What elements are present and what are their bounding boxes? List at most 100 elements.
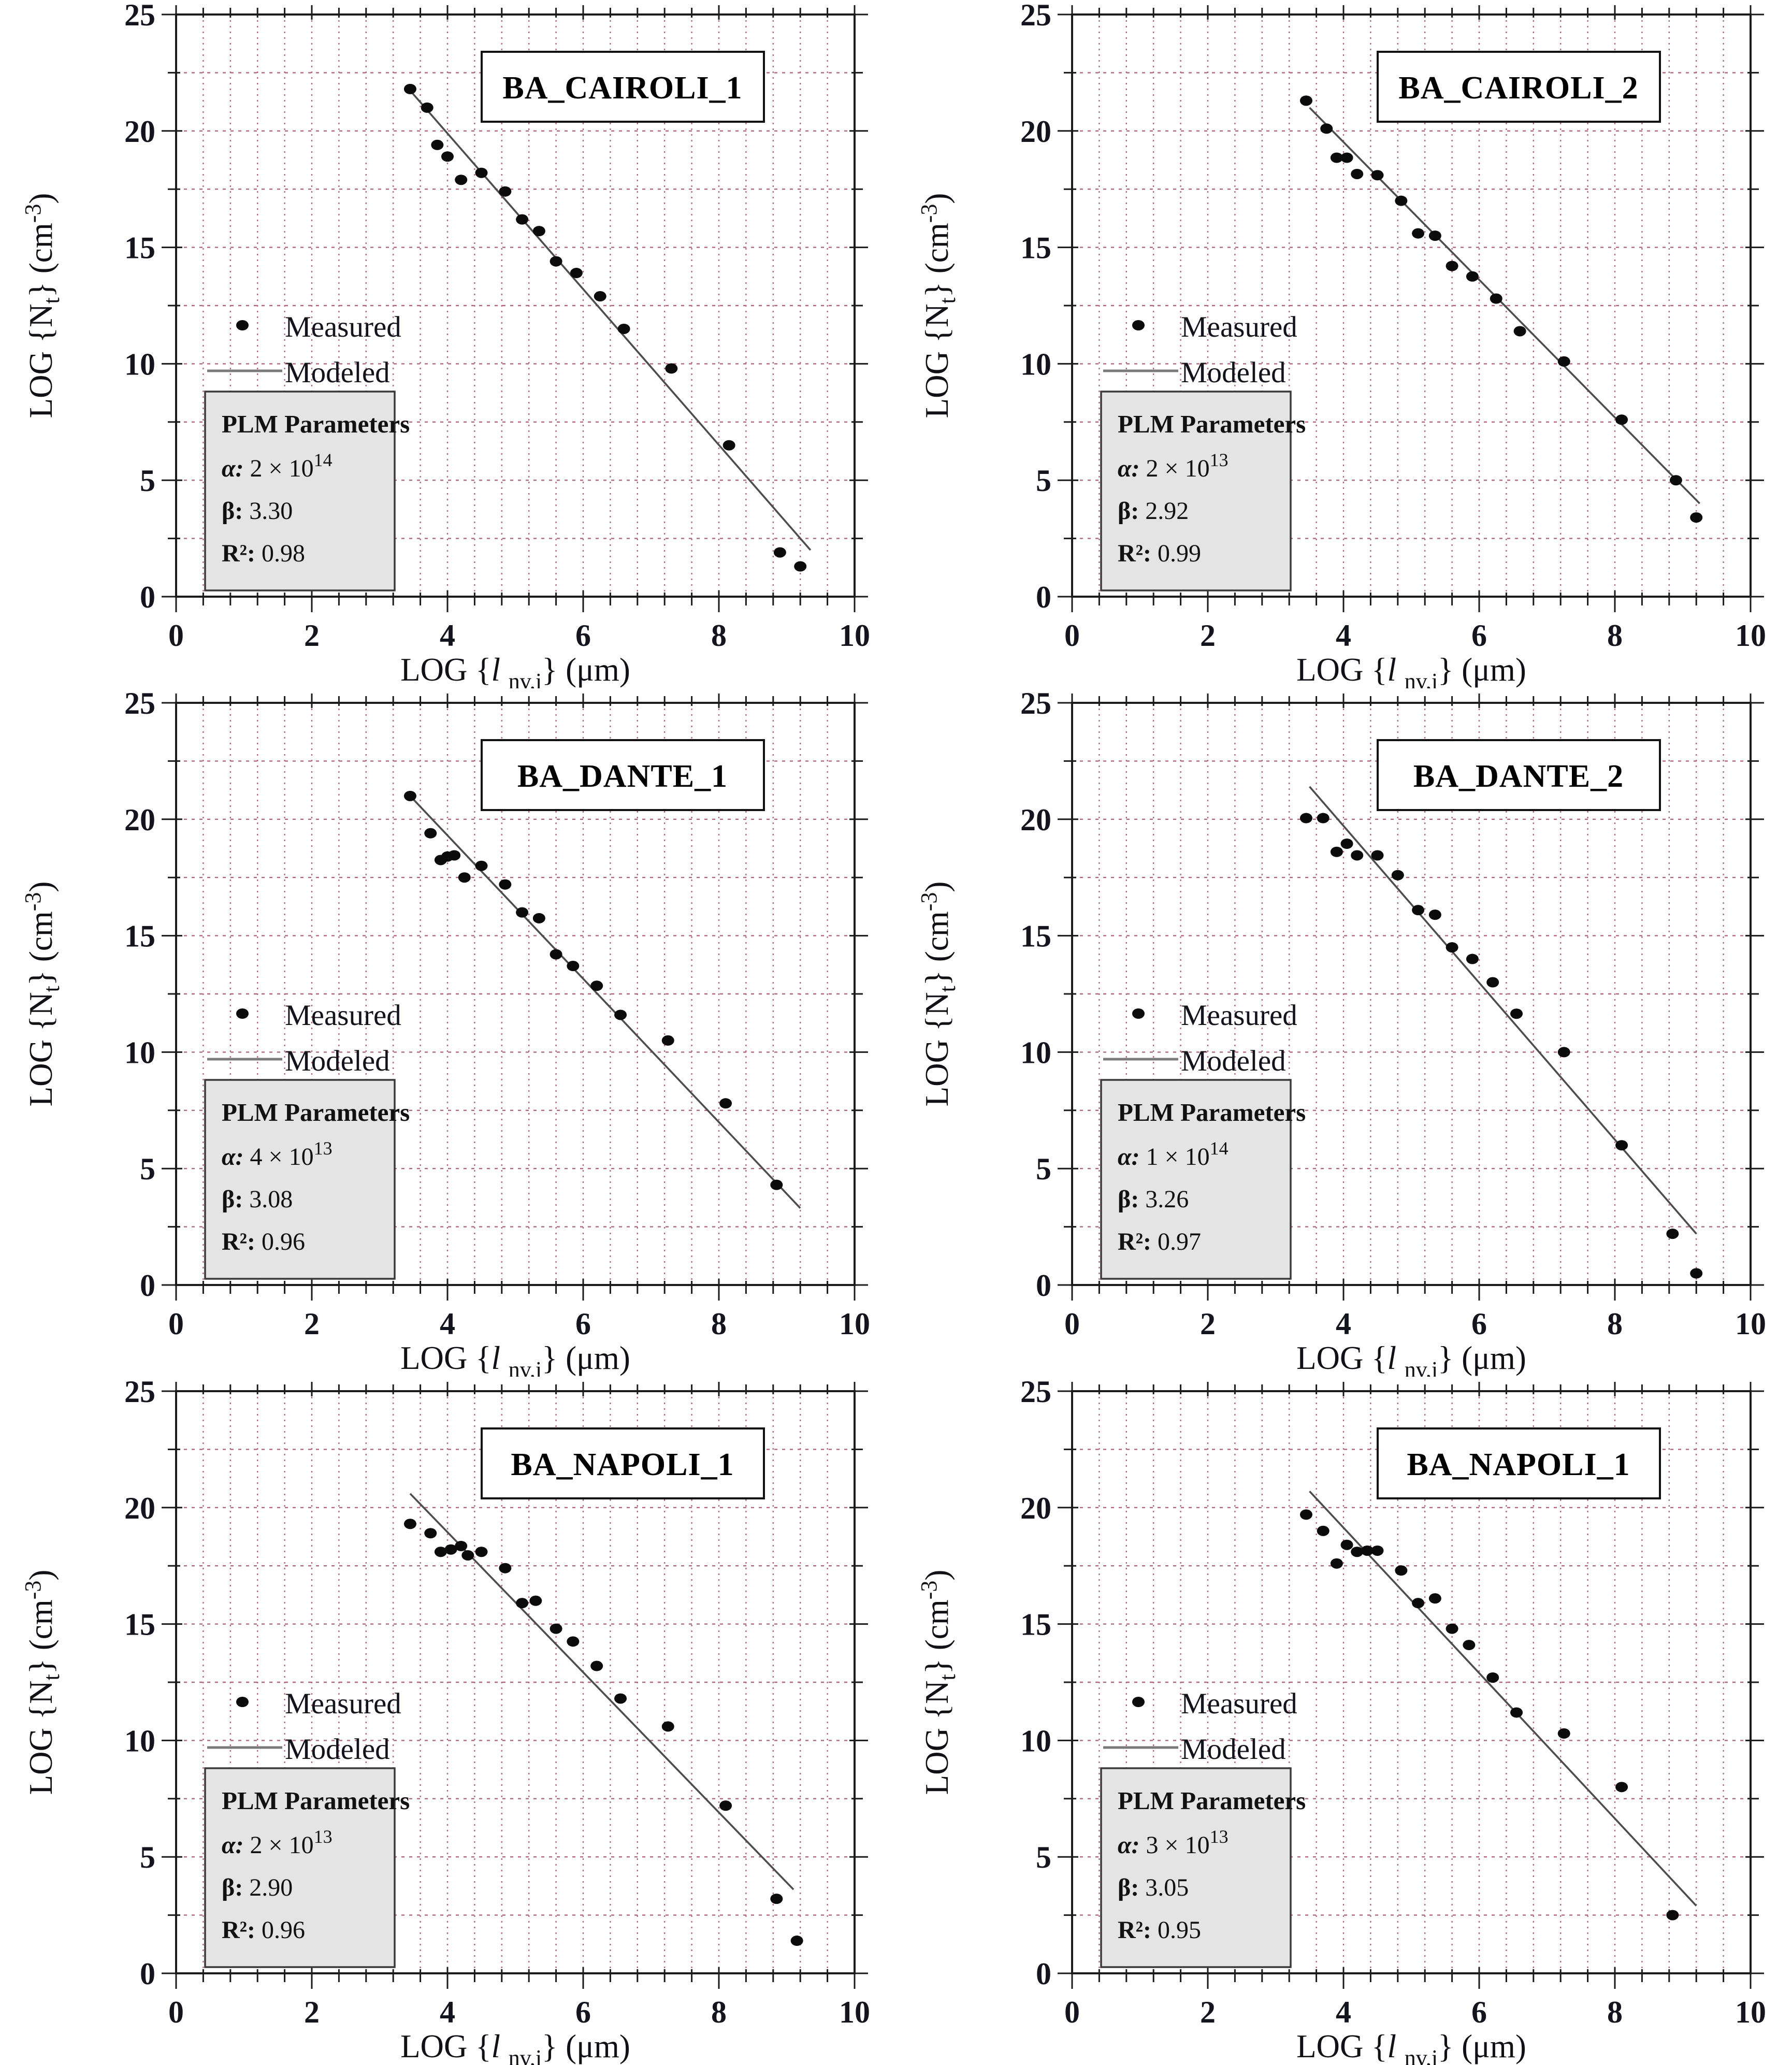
text-part: (cm <box>23 911 59 970</box>
text-part: l <box>1388 652 1405 688</box>
text-part: t <box>39 1674 64 1680</box>
model-line <box>409 1493 794 1890</box>
x-tick-label: 0 <box>1064 1307 1080 1341</box>
text-part: (cm <box>919 911 955 970</box>
legend-modeled-label: Modeled <box>285 1733 390 1766</box>
y-tick-label: 10 <box>1020 347 1051 381</box>
text-part: } <box>1438 652 1453 688</box>
measured-points <box>1299 95 1703 523</box>
data-point <box>1361 1545 1374 1556</box>
data-point <box>403 83 416 94</box>
data-point <box>424 1528 437 1539</box>
plm-beta: β: 2.90 <box>222 1874 293 1901</box>
text-part: β: <box>222 1874 243 1901</box>
x-tick-label: 4 <box>440 618 455 653</box>
data-point <box>444 1544 457 1555</box>
text-part: α: <box>222 1143 244 1171</box>
text-part: LOG { <box>1296 2028 1387 2064</box>
data-point <box>441 151 454 162</box>
text-part: t <box>39 297 64 304</box>
ticks <box>1058 694 1764 1301</box>
y-tick-label: 5 <box>140 1152 155 1186</box>
text-part: t <box>935 297 960 304</box>
legend-modeled-label: Modeled <box>285 1045 390 1077</box>
text-part: } <box>1438 2028 1453 2064</box>
model-line <box>1309 786 1697 1235</box>
model-line <box>1309 1491 1697 1907</box>
legend-measured-marker <box>1132 1697 1145 1707</box>
y-tick-label: 25 <box>1020 688 1051 720</box>
text-part: 0.95 <box>1151 1916 1201 1944</box>
text-part: t <box>935 986 960 992</box>
x-axis-title: LOG {l nv,i} (μm) <box>400 652 630 688</box>
series-title-box <box>481 51 765 123</box>
text-part: R²: <box>1118 540 1151 567</box>
text-part: l <box>1388 1340 1405 1376</box>
x-axis-title: LOG {l nv,i} (μm) <box>1296 1340 1526 1377</box>
text-part: 3.26 <box>1139 1186 1189 1213</box>
text-part: } <box>542 2028 557 2064</box>
data-point <box>617 323 630 334</box>
x-tick-label: 8 <box>1607 618 1623 653</box>
data-point <box>516 1598 529 1609</box>
x-tick-label: 6 <box>1471 1307 1487 1341</box>
text-part: R²: <box>222 1916 255 1944</box>
legend: Measured Modeled <box>1103 1687 1297 1766</box>
text-part: (cm <box>23 1599 59 1658</box>
panel-ba-cairoli-1: 0 2 4 6 8 10 0 5 10 15 20 25 LOG {l nv,i} (μm) LOG {N… <box>0 0 896 688</box>
legend-measured-marker <box>236 1697 249 1707</box>
x-tick-label: 10 <box>839 618 870 653</box>
text-part: 13 <box>314 1138 333 1159</box>
data-point <box>1666 1229 1679 1239</box>
text-part: LOG { <box>400 652 491 688</box>
text-part: LOG { <box>400 2028 491 2064</box>
data-point <box>1351 850 1364 861</box>
x-tick-label: 4 <box>440 1307 455 1341</box>
series-title-box <box>1377 51 1661 123</box>
data-point <box>461 1550 474 1561</box>
y-tick-label: 5 <box>1036 1840 1051 1874</box>
data-point <box>1330 152 1343 163</box>
y-tick-label: 20 <box>124 1491 155 1525</box>
data-point <box>794 561 807 572</box>
data-point <box>1395 1565 1408 1576</box>
plm-alpha: α: 3 × 1013 <box>1118 1826 1229 1859</box>
series-title-box <box>1377 739 1661 811</box>
data-point <box>790 1936 803 1946</box>
data-point <box>1446 1623 1458 1634</box>
text-part: (μm) <box>557 1340 630 1376</box>
text-part: nv,i <box>509 2045 542 2065</box>
data-point <box>1446 942 1458 953</box>
data-point <box>532 226 545 237</box>
data-point <box>1371 1545 1384 1556</box>
plm-header: PLM Parameters <box>222 1098 410 1127</box>
y-tick-label: 10 <box>1020 1035 1051 1070</box>
text-part: ) <box>919 1570 955 1581</box>
plm-r2: R²: 0.97 <box>1118 1228 1201 1255</box>
model-line <box>406 86 812 551</box>
text-part: 13 <box>314 1826 333 1847</box>
x-axis-title: LOG {l nv,i} (μm) <box>1296 2028 1526 2065</box>
data-point <box>1510 1008 1523 1019</box>
text-part: LOG {N <box>919 304 955 418</box>
legend-modeled-label: Modeled <box>1181 1045 1286 1077</box>
text-part: 3.08 <box>243 1186 293 1213</box>
data-point <box>1391 870 1404 880</box>
y-tick-label: 15 <box>1020 1608 1051 1642</box>
plm-beta: β: 3.26 <box>1118 1186 1189 1213</box>
data-point <box>1666 1910 1679 1920</box>
data-point <box>475 860 488 871</box>
y-tick-label: 20 <box>1020 803 1051 837</box>
legend: Measured Modeled <box>1103 999 1297 1077</box>
y-tick-label: 5 <box>1036 464 1051 498</box>
text-part: } <box>919 1658 955 1674</box>
panel-title: BA_DANTE_1 <box>517 759 728 794</box>
y-tick-label: 10 <box>124 347 155 381</box>
text-part: 13 <box>1210 1826 1229 1847</box>
measured-points <box>403 83 807 572</box>
text-part: (cm <box>919 223 955 282</box>
x-tick-label: 0 <box>168 1995 184 2029</box>
text-part: l <box>492 652 509 688</box>
text-part: (μm) <box>1453 652 1526 688</box>
data-point <box>1486 1672 1499 1683</box>
